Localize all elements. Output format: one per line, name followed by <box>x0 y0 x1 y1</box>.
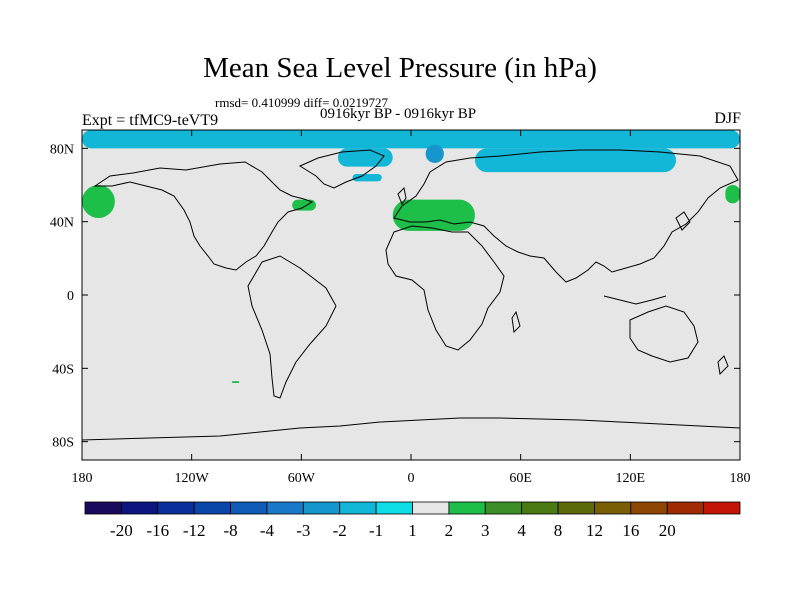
stats-text: rmsd= 0.410999 diff= 0.0219727 <box>215 95 388 110</box>
colorbar-label: -16 <box>146 521 169 540</box>
colorbar-swatch <box>448 501 486 515</box>
coast-north-america <box>93 161 314 271</box>
y-tick-label: 0 <box>67 289 74 304</box>
x-tick-label: 60W <box>288 471 316 486</box>
colorbar-label: -3 <box>296 521 310 540</box>
colorbar-swatch <box>302 501 341 515</box>
y-tick-label: 40N <box>50 216 74 231</box>
colorbar-swatch <box>375 501 413 515</box>
colorbar-label: -20 <box>110 521 133 540</box>
region-newfoundland-high <box>292 199 316 211</box>
region-south-pacific-high <box>231 381 240 383</box>
colorbar-swatch <box>594 501 632 515</box>
region-iceland-low <box>352 174 382 182</box>
colorbar-label: -4 <box>260 521 275 540</box>
chart-title: Mean Sea Level Pressure (in hPa) <box>203 52 597 84</box>
coast-greenland <box>298 149 385 189</box>
colorbar-swatch <box>339 501 377 515</box>
colorbar-label: 4 <box>517 521 526 540</box>
chart-subtitle: 0916kyr BP - 0916kyr BP <box>320 106 477 122</box>
coastlines <box>82 149 740 441</box>
colorbar-swatch <box>521 501 559 515</box>
colorbar-label: -8 <box>223 521 237 540</box>
colorbar-label: 20 <box>659 521 676 540</box>
x-tick-label: 0 <box>408 471 415 486</box>
coast-antarctica <box>82 417 740 441</box>
colorbar-label: 1 <box>408 521 417 540</box>
coast-new-zealand <box>717 355 729 376</box>
region-arctic-low-band <box>82 130 740 149</box>
region-greenland-sea-low <box>337 148 393 167</box>
map-background <box>82 130 740 460</box>
colorbar-swatch <box>266 501 304 515</box>
coast-australia <box>629 305 699 363</box>
y-tick-label: 80S <box>52 436 74 451</box>
colorbar-label: -2 <box>333 521 347 540</box>
coast-madagascar <box>511 310 521 334</box>
coast-indonesia <box>603 295 667 305</box>
x-tick-label: 60E <box>509 471 532 486</box>
colorbar-label: -12 <box>183 521 206 540</box>
region-norwegian-sea-low <box>425 144 444 163</box>
colorbar-label: 16 <box>622 521 639 540</box>
anomaly-regions <box>82 130 740 383</box>
x-tick-label: 120E <box>616 471 646 486</box>
colorbar-swatch <box>557 501 595 515</box>
experiment-label: Expt = tfMC9-teVT9 <box>82 112 219 129</box>
colorbar-swatch <box>630 501 668 515</box>
colorbar-swatch <box>703 501 741 515</box>
colorbar-swatch <box>193 501 231 515</box>
x-tick-label: 120W <box>175 471 210 486</box>
colorbar-swatch <box>120 501 159 515</box>
x-tick-label: 180 <box>730 471 751 486</box>
region-north-pacific-high-west <box>82 185 115 218</box>
coast-europe-asia <box>393 149 739 283</box>
colorbar-label: 8 <box>554 521 563 540</box>
region-north-pacific-high-east <box>725 185 740 204</box>
colorbar-swatch <box>84 501 122 515</box>
colorbar-swatch <box>230 501 268 515</box>
x-tick-label: 180 <box>72 471 93 486</box>
coast-africa <box>385 225 505 351</box>
colorbar-swatch <box>412 501 450 515</box>
coast-japan <box>675 211 691 231</box>
coast-south-america <box>247 255 337 399</box>
colorbar-label: 2 <box>445 521 454 540</box>
coast-britain <box>397 186 407 206</box>
season-label: DJF <box>714 110 741 127</box>
colorbar-swatch <box>484 501 523 515</box>
y-tick-label: 80N <box>50 142 74 157</box>
colorbar-label: 12 <box>586 521 603 540</box>
colorbar-label: -1 <box>369 521 383 540</box>
region-mediterranean-high <box>392 199 475 231</box>
colorbar-swatch <box>157 501 195 515</box>
region-siberian-low-band <box>474 148 677 173</box>
y-tick-label: 40S <box>52 362 74 377</box>
axis-ticks: 180 120W 60W 0 60E 120E 180 80N 40N 0 40S 80S <box>50 130 751 486</box>
colorbar: -20 -16 -12 -8 -4 -3 -2 -1 1 2 3 4 8 12 16 20 <box>84 501 741 540</box>
colorbar-swatch <box>666 501 705 515</box>
colorbar-label: 3 <box>481 521 490 540</box>
